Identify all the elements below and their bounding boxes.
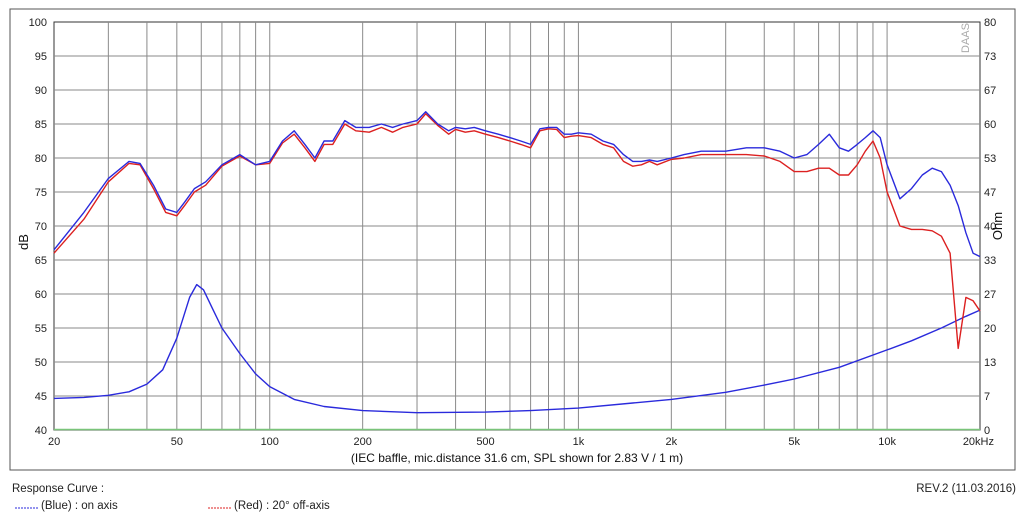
y-axis-label: dB	[16, 234, 31, 250]
y-tick-label: 45	[35, 391, 47, 403]
tick-labels: 20 50 100 200 500 1k 2k 5k 10k 20kHz1009590858075…	[29, 17, 997, 448]
x-tick-label: 200	[353, 436, 371, 448]
y-grid	[54, 55, 980, 431]
y2-tick-label: 47	[984, 187, 996, 199]
x-tick-label: 2k	[666, 436, 678, 448]
series-line-impedance	[53, 283, 981, 414]
y2-axis-label: Ohm	[990, 212, 1005, 240]
y2-tick-label: 0	[984, 425, 990, 437]
y2-tick-label: 20	[984, 323, 996, 335]
y-tick-label: 65	[35, 255, 47, 267]
y-tick-label: 90	[35, 85, 47, 97]
x-tick-label: 100	[261, 436, 279, 448]
y-tick-label: 75	[35, 187, 47, 199]
watermark: DAAS	[960, 23, 972, 53]
y-tick-label: 100	[29, 17, 47, 29]
y-tick-label: 55	[35, 323, 47, 335]
y-tick-label: 70	[35, 221, 47, 233]
y-tick-label: 50	[35, 357, 47, 369]
y2-tick-label: 7	[984, 391, 990, 403]
x-tick-label: 5k	[788, 436, 800, 448]
y-tick-label: 95	[35, 51, 47, 63]
x-tick-label: 20kHz	[963, 436, 994, 448]
y2-tick-label: 80	[984, 17, 996, 29]
y2-tick-label: 13	[984, 357, 996, 369]
y2-tick-label: 53	[984, 153, 996, 165]
legend-title: Response Curve :	[12, 483, 105, 495]
x-tick-label: 10k	[878, 436, 896, 448]
y-tick-label: 60	[35, 289, 47, 301]
y2-tick-label: 27	[984, 289, 996, 301]
x-tick-label: 50	[171, 436, 183, 448]
y-tick-label: 85	[35, 119, 47, 131]
legend-blue-label: (Blue) : on axis	[41, 500, 118, 512]
x-tick-label: 500	[476, 436, 494, 448]
y2-tick-label: 40	[984, 221, 996, 233]
series-layer	[53, 111, 981, 414]
y2-tick-label: 73	[984, 51, 996, 63]
x-tick-label: 1k	[573, 436, 585, 448]
y2-tick-label: 60	[984, 119, 996, 131]
y-tick-label: 80	[35, 153, 47, 165]
x-axis-caption: (IEC baffle, mic.distance 31.6 cm, SPL s…	[351, 451, 683, 465]
series-line-on-axis	[53, 111, 981, 258]
revision-label: REV.2 (11.03.2016)	[916, 483, 1016, 495]
y2-tick-label: 67	[984, 85, 996, 97]
y-tick-label: 40	[35, 425, 47, 437]
x-tick-label: 20	[48, 436, 60, 448]
y2-tick-label: 33	[984, 255, 996, 267]
legend-red-label: (Red) : 20° off-axis	[234, 500, 330, 512]
